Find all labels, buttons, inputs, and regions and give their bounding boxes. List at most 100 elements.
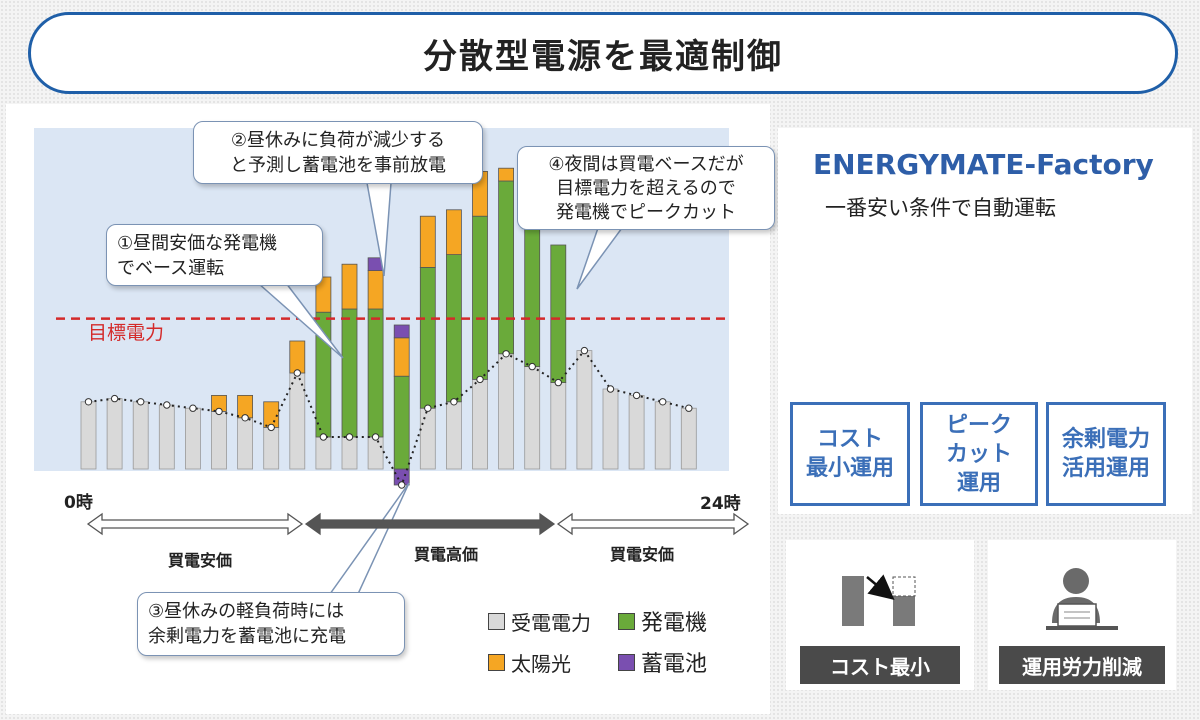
bar-generator-14 <box>445 254 462 403</box>
mode-2-line-3: 運用 <box>956 470 1001 496</box>
received-point-12 <box>398 481 406 489</box>
bar-received-17 <box>524 366 541 470</box>
bar-generator-10 <box>341 308 358 438</box>
received-point-5 <box>215 407 223 416</box>
callout-3: ③昼休みの軽負荷時には 余剰電力を蓄電池に充電 <box>137 592 405 656</box>
callout-4-line-1: ④夜間は買電ベースだが <box>548 154 744 175</box>
received-point-22 <box>659 398 667 406</box>
mode-3-line-2: 活用運用 <box>1061 456 1150 481</box>
received-point-4 <box>189 404 197 412</box>
product-name: ENERGYMATE-Factory <box>813 148 1154 181</box>
mode-1-line-2: 最小運用 <box>805 456 894 481</box>
period-arrow-cheap-morning <box>86 512 304 536</box>
received-point-10 <box>345 433 354 441</box>
callout-2: ②昼休みに負荷が減少する と予測し蓄電池を事前放電 <box>193 121 483 184</box>
received-point-1 <box>110 394 119 403</box>
mode-2-line-2: カット <box>945 441 1012 467</box>
legend-label-received: 受電電力 <box>511 611 591 635</box>
bar-received-23 <box>680 407 697 470</box>
bar-received-0 <box>80 401 97 470</box>
mode-3-line-1: 余剰電力 <box>1061 427 1150 452</box>
callout-4-line-2: 目標電力を超えるので <box>556 178 736 199</box>
received-point-15 <box>476 375 484 384</box>
x-tick-start: 0時 <box>64 493 93 513</box>
callout-2-line-1: ②昼休みに負荷が減少する <box>230 130 446 151</box>
period-arrow-expensive <box>304 512 556 536</box>
received-point-23 <box>685 404 693 412</box>
bar-received-6 <box>237 417 254 470</box>
callout-4: ④夜間は買電ベースだが 目標電力を超えるので 発電機でピークカット <box>517 146 775 230</box>
received-point-2 <box>137 398 145 406</box>
bar-generator-18 <box>550 244 567 384</box>
legend-item-generator: 発電機 <box>618 605 707 637</box>
bar-received-9 <box>315 436 332 470</box>
legend-swatch-battery <box>618 653 635 671</box>
bar-received-8 <box>289 372 306 470</box>
received-point-21 <box>632 391 641 400</box>
mode-peak-cut: ピーク カット 運用 <box>920 402 1038 506</box>
received-point-7 <box>267 423 275 432</box>
bar-received-22 <box>654 401 671 470</box>
bar-solar-10 <box>341 263 358 310</box>
bar-received-16 <box>498 353 515 470</box>
legend-swatch-solar <box>488 654 505 671</box>
bar-received-10 <box>341 436 358 470</box>
bar-solar-8 <box>289 340 306 374</box>
bar-generator-13 <box>419 266 436 409</box>
received-point-6 <box>241 414 249 422</box>
bar-received-20 <box>602 388 619 470</box>
bar-generator-12 <box>393 375 410 470</box>
received-point-11 <box>371 433 380 441</box>
received-point-0 <box>84 398 93 406</box>
legend-swatch-generator <box>618 612 635 630</box>
period-label-cheap-night: 買電安価 <box>610 545 675 564</box>
legend-label-solar: 太陽光 <box>511 652 571 676</box>
mode-1-line-1: コスト <box>816 427 883 452</box>
legend-item-solar: 太陽光 <box>488 648 571 677</box>
callout-1: ①昼間安価な発電機 でベース運転 <box>106 224 323 286</box>
bar-solar-12 <box>393 337 410 377</box>
callout-4-line-3: 発電機でピークカット <box>556 202 736 223</box>
received-point-20 <box>606 385 615 393</box>
title-banner: 分散型電源を最適制御 <box>28 12 1178 94</box>
target-power-label: 目標電力 <box>88 322 165 344</box>
bar-received-21 <box>628 394 645 470</box>
period-label-expensive: 買電高価 <box>414 545 479 564</box>
bar-received-3 <box>158 404 175 470</box>
bar-solar-13 <box>419 215 436 268</box>
callout-3-tail <box>328 482 410 595</box>
bar-received-13 <box>419 407 436 470</box>
received-point-19 <box>580 346 589 355</box>
bar-received-7 <box>263 426 280 470</box>
received-point-3 <box>163 401 171 409</box>
callout-3-line-2: 余剰電力を蓄電池に充電 <box>148 626 346 647</box>
page-title: 分散型電源を最適制御 <box>423 36 783 77</box>
effect-label-cost: コスト最小 <box>800 646 960 684</box>
received-point-16 <box>502 350 510 358</box>
bar-received-18 <box>550 382 567 470</box>
bar-received-19 <box>576 350 593 470</box>
bar-received-14 <box>445 401 462 470</box>
bar-solar-16 <box>498 167 515 182</box>
legend-swatch-received <box>488 613 505 630</box>
mode-cost-minimum: コスト 最小運用 <box>790 402 910 506</box>
mode-surplus-power: 余剰電力 活用運用 <box>1046 402 1166 506</box>
product-subtitle: 一番安い条件で自動運転 <box>825 196 1056 220</box>
legend-item-received: 受電電力 <box>488 607 591 636</box>
bar-received-1 <box>106 398 123 470</box>
callout-3-line-1: ③昼休みの軽負荷時には <box>148 601 345 622</box>
bar-generator-11 <box>367 308 384 438</box>
legend-label-battery: 蓄電池 <box>641 652 708 677</box>
bar-received-2 <box>132 401 149 470</box>
callout-4-tail <box>576 227 624 290</box>
received-point-18 <box>554 378 562 387</box>
callout-1-line-2: でベース運転 <box>117 258 225 279</box>
bar-received-15 <box>472 378 488 470</box>
bar-solar-9 <box>315 276 332 313</box>
bar-received-11 <box>367 436 384 470</box>
bar-received-5 <box>211 410 227 470</box>
bar-received-4 <box>184 407 201 470</box>
callout-2-line-2: と予測し蓄電池を事前放電 <box>230 155 446 176</box>
bar-solar-14 <box>445 209 462 256</box>
received-point-14 <box>450 398 458 406</box>
